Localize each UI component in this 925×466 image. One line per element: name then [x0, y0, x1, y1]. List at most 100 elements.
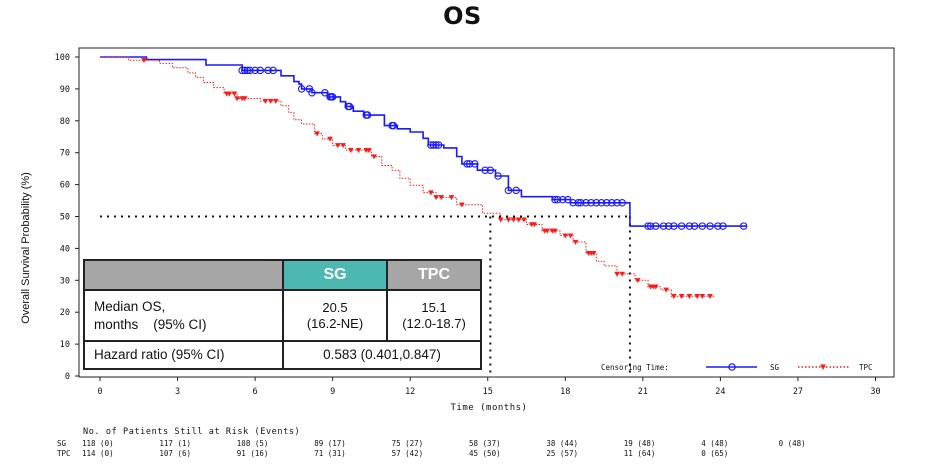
sg-censor-marker [602, 199, 611, 207]
tpc-censor-marker [231, 91, 238, 97]
x-tick-label: 27 [793, 387, 803, 397]
tpc-censor-marker [141, 57, 147, 63]
tpc-censor-marker [448, 195, 455, 201]
sg-censor-marker [577, 199, 585, 207]
tpc-censor-marker [433, 195, 439, 201]
sg-censor-marker [471, 160, 479, 168]
legend-tpc-label: TPC [859, 363, 873, 372]
tpc-censor-marker [663, 287, 669, 293]
sg-censor-marker [608, 199, 616, 207]
sg-censor-marker [432, 141, 440, 149]
sg-censor-marker [685, 222, 694, 230]
sg-censor-marker [592, 199, 601, 207]
tpc-censor-marker [671, 294, 677, 300]
sg-censor-marker [553, 195, 562, 204]
table-header-sg: SG [282, 259, 388, 291]
tpc-censor-marker [694, 294, 700, 300]
legend-sg-label: SG [770, 363, 780, 372]
y-tick-label: 20 [60, 308, 70, 318]
x-tick-label: 9 [330, 387, 335, 397]
tpc-censor-marker [340, 143, 346, 149]
y-axis: 0 10 20 30 40 50 60 70 80 90 100 [55, 53, 79, 382]
sg-median-value: 20.5 [322, 299, 348, 315]
tpc-censor-marker [438, 195, 445, 201]
tpc-censor-marker [226, 91, 233, 97]
sg-censor-marker [241, 66, 249, 75]
tpc-censor-marker [234, 96, 240, 102]
sg-censor-marker [512, 186, 520, 195]
y-tick-label: 100 [55, 53, 70, 63]
tpc-censor-marker [562, 233, 569, 239]
tpc-censor-marker [521, 217, 527, 223]
sg-censor-marker [714, 222, 722, 230]
x-axis: 0 3 6 9 12 15 18 21 24 27 30 [97, 377, 881, 397]
x-tick-label: 0 [97, 387, 102, 397]
tpc-censor-marker [241, 96, 248, 102]
tpc-censor-marker [327, 136, 333, 142]
sg-censor-marker [429, 141, 438, 149]
table-row-hazard: Hazard ratio (95% CI) 0.583 (0.401,0.847… [83, 340, 482, 370]
x-tick-label: 21 [638, 387, 648, 397]
sg-censor-marker [574, 199, 582, 207]
x-tick-label: 24 [715, 387, 725, 397]
sg-median-ci: (16.2-NE) [306, 315, 364, 331]
sg-censor-marker [486, 166, 495, 174]
x-tick-label: 18 [560, 387, 570, 397]
tpc-censor-marker [371, 154, 377, 160]
tpc-censor-marker [515, 217, 522, 223]
y-tick-label: 70 [60, 149, 70, 159]
tpc-curve [100, 56, 716, 297]
y-tick-label: 0 [65, 372, 70, 382]
legend-sg-marker [728, 363, 736, 371]
sg-curve [100, 56, 747, 227]
y-tick-label: 40 [60, 244, 70, 254]
tpc-censor-marker [267, 98, 274, 104]
sg-censor-marker [597, 199, 606, 207]
y-tick-label: 90 [60, 85, 70, 95]
sg-censor-marker [465, 160, 474, 168]
tpc-censor-marker [634, 278, 641, 284]
sg-censor-marker [677, 222, 686, 230]
sg-censor-marker [481, 166, 489, 174]
tpc-censor-marker [335, 143, 341, 149]
sg-censor-marker [269, 66, 277, 75]
tpc-censor-marker [505, 217, 512, 223]
sg-censor-marker [670, 222, 678, 230]
y-tick-label: 80 [60, 117, 70, 127]
y-tick-label: 50 [60, 213, 70, 223]
tpc-censor-marker [347, 147, 354, 153]
tpc-censor-marker [572, 239, 579, 245]
sg-censor-marker [706, 222, 714, 230]
sg-censor-marker [305, 85, 314, 93]
sg-censor-marker [739, 222, 748, 230]
tpc-censor-marker [590, 250, 597, 256]
sg-censor-marker [551, 195, 559, 204]
sg-censor-marker [659, 222, 668, 230]
tpc-censor-marker [678, 294, 685, 300]
tpc-censor-marker [552, 228, 558, 234]
tpc-censor-marker [272, 98, 279, 104]
tpc-censor-marker [652, 284, 659, 290]
tpc-median-ci: (12.0-18.7) [402, 315, 466, 331]
sg-censor-marker [644, 222, 652, 230]
legend-title: Censoring Time: [601, 363, 669, 372]
tpc-censor-marker [314, 131, 320, 137]
median-os-table: SG TPC Median OS, months (95% CI) 20.5 (… [83, 259, 482, 370]
survival-curves [100, 56, 748, 300]
tpc-censor-marker [707, 294, 713, 300]
median-os-label: Median OS, months (95% CI) [83, 289, 284, 342]
sg-censor-marker [389, 121, 398, 130]
tpc-censor-marker [262, 98, 269, 104]
sg-censor-marker [308, 88, 316, 97]
sg-censor-marker [618, 199, 626, 207]
sg-censor-marker [297, 85, 306, 93]
tpc-censor-marker [459, 202, 465, 208]
tpc-censor-marker [619, 271, 625, 277]
sg-censor-marker [246, 66, 254, 75]
sg-censor-marker [238, 66, 246, 75]
table-row-median: Median OS, months (95% CI) 20.5 (16.2-NE… [83, 289, 482, 342]
sg-censor-marker [587, 199, 595, 207]
sg-censor-marker [690, 222, 699, 230]
sg-censor-marker [427, 141, 435, 149]
sg-censor-marker [321, 88, 329, 97]
